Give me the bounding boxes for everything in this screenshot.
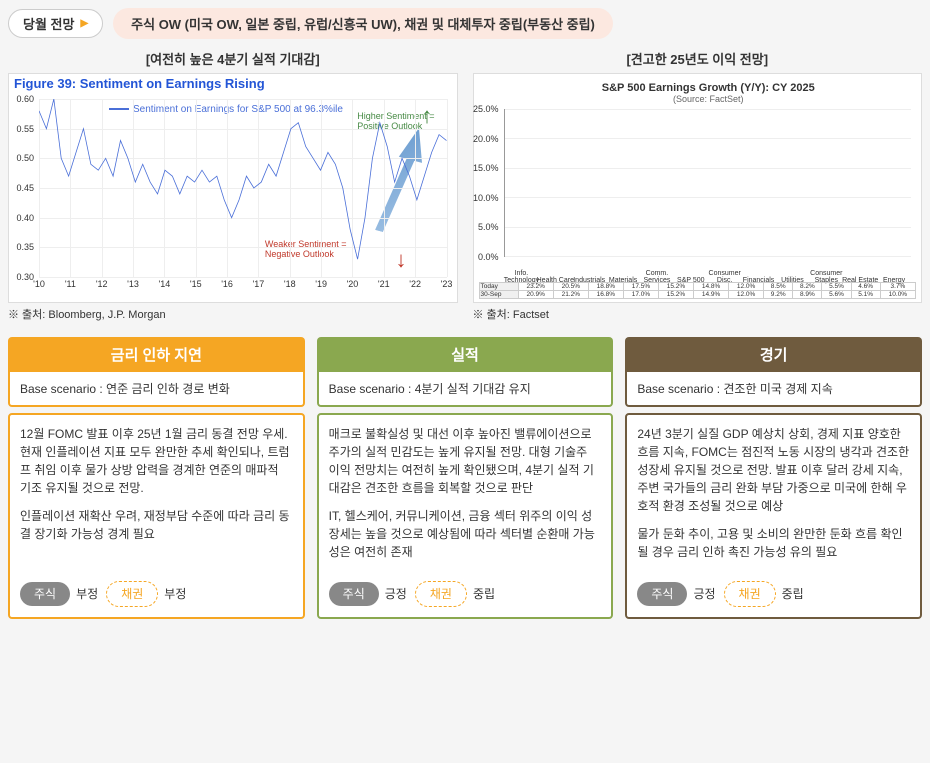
- card-paragraph: 12월 FOMC 발표 이후 25년 1월 금리 동결 전망 우세. 현재 인플…: [20, 425, 293, 497]
- play-icon: ▶: [80, 18, 88, 29]
- card-tags: 주식 긍정 채권 중립: [637, 571, 910, 607]
- scenario-card: 경기Base scenario : 견조한 미국 경제 지속 24년 3분기 실질…: [625, 337, 922, 619]
- header-row: 당월 전망 ▶ 주식 OW (미국 OW, 일본 중립, 유럽/신흥국 UW),…: [8, 8, 922, 39]
- sentiment-chart-block: [여전히 높은 4분기 실적 기대감] Figure 39: Sentiment…: [8, 49, 458, 322]
- tag-label: 주식: [329, 582, 379, 606]
- earnings-chart-header: [견고한 25년도 이익 전망]: [473, 49, 923, 68]
- tag-label: 채권: [415, 581, 467, 607]
- sentiment-y-axis: 0.300.350.400.450.500.550.60: [9, 99, 37, 277]
- tag: 채권 중립: [415, 581, 495, 607]
- card-scenario: Base scenario : 4분기 실적 기대감 유지: [317, 372, 614, 407]
- bar-y-axis: 0.0%5.0%10.0%15.0%20.0%25.0%: [474, 109, 502, 257]
- summary-pill: 주식 OW (미국 OW, 일본 중립, 유럽/신흥국 UW), 채권 및 대체…: [113, 8, 613, 39]
- card-scenario: Base scenario : 연준 금리 인하 경로 변화: [8, 372, 305, 407]
- earnings-bar-chart: S&P 500 Earnings Growth (Y/Y): CY 2025 (…: [473, 73, 923, 303]
- tag: 주식 긍정: [329, 581, 407, 607]
- bar-chart-title: S&P 500 Earnings Growth (Y/Y): CY 2025: [504, 82, 914, 94]
- card-paragraph: 인플레이션 재확산 우려, 재정부담 수준에 따라 금리 동결 장기화 가능성 …: [20, 507, 293, 543]
- sentiment-figure-title: Figure 39: Sentiment on Earnings Rising: [14, 76, 265, 91]
- scenario-card: 금리 인하 지연Base scenario : 연준 금리 인하 경로 변화 12…: [8, 337, 305, 619]
- tag-value: 부정: [76, 585, 98, 603]
- sentiment-chart-header: [여전히 높은 4분기 실적 기대감]: [8, 49, 458, 68]
- tag-label: 주식: [20, 582, 70, 606]
- tag: 주식 긍정: [637, 581, 715, 607]
- card-paragraph: IT, 헬스케어, 커뮤니케이션, 금융 섹터 위주의 이익 성장세는 높을 것…: [329, 507, 602, 561]
- card-scenario: Base scenario : 견조한 미국 경제 지속: [625, 372, 922, 407]
- tag-value: 긍정: [385, 585, 407, 603]
- sentiment-source: ※ 출처: Bloomberg, J.P. Morgan: [8, 306, 458, 322]
- tag-value: 부정: [164, 585, 186, 603]
- sentiment-chart: Figure 39: Sentiment on Earnings Rising …: [8, 73, 458, 303]
- bar-chart-subtitle: (Source: FactSet): [504, 94, 914, 104]
- scenario-card: 실적Base scenario : 4분기 실적 기대감 유지매크로 불확실성 …: [317, 337, 614, 619]
- card-tags: 주식 부정 채권 부정: [20, 571, 293, 607]
- card-paragraph: 매크로 불확실성 및 대선 이후 높아진 밸류에이션으로 주가의 실적 민감도는…: [329, 425, 602, 497]
- card-title: 금리 인하 지연: [8, 337, 305, 372]
- charts-row: [여전히 높은 4분기 실적 기대감] Figure 39: Sentiment…: [8, 49, 922, 322]
- card-body: 12월 FOMC 발표 이후 25년 1월 금리 동결 전망 우세. 현재 인플…: [8, 413, 305, 619]
- card-paragraph: 물가 둔화 추이, 고용 및 소비의 완만한 둔화 흐름 확인될 경우 금리 인…: [637, 525, 910, 561]
- tag-label: 채권: [106, 581, 158, 607]
- tag-label: 주식: [637, 582, 687, 606]
- card-paragraph: 24년 3분기 실질 GDP 예상치 상회, 경제 지표 양호한 흐름 지속, …: [637, 425, 910, 515]
- earnings-source: ※ 출처: Factset: [473, 306, 923, 322]
- card-title: 실적: [317, 337, 614, 372]
- sentiment-plot-area: Sentiment on Earnings for S&P 500 at 96.…: [39, 99, 447, 277]
- tag: 채권 부정: [106, 581, 186, 607]
- card-body: 24년 3분기 실질 GDP 예상치 상회, 경제 지표 양호한 흐름 지속, …: [625, 413, 922, 619]
- bar-plot-area: Info. TechnologyHealth CareIndustrialsMa…: [504, 109, 912, 257]
- month-outlook-label: 당월 전망: [23, 14, 74, 33]
- earnings-chart-block: [견고한 25년도 이익 전망] S&P 500 Earnings Growth…: [473, 49, 923, 322]
- tag-label: 채권: [724, 581, 776, 607]
- tag-value: 긍정: [693, 585, 715, 603]
- card-body: 매크로 불확실성 및 대선 이후 높아진 밸류에이션으로 주가의 실적 민감도는…: [317, 413, 614, 619]
- tag-value: 중립: [473, 585, 495, 603]
- card-title: 경기: [625, 337, 922, 372]
- scenario-cards-row: 금리 인하 지연Base scenario : 연준 금리 인하 경로 변화 12…: [8, 337, 922, 619]
- sentiment-x-axis: '10'11'12'13'14'15'16'17'18'19'20'21'22'…: [39, 279, 447, 297]
- card-tags: 주식 긍정 채권 중립: [329, 571, 602, 607]
- tag-value: 중립: [782, 585, 804, 603]
- tag: 채권 중립: [724, 581, 804, 607]
- bar-values-table: Today23.2%20.5%18.8%17.5%15.2%14.8%12.0%…: [479, 282, 917, 299]
- tag: 주식 부정: [20, 581, 98, 607]
- month-outlook-badge: 당월 전망 ▶: [8, 9, 103, 38]
